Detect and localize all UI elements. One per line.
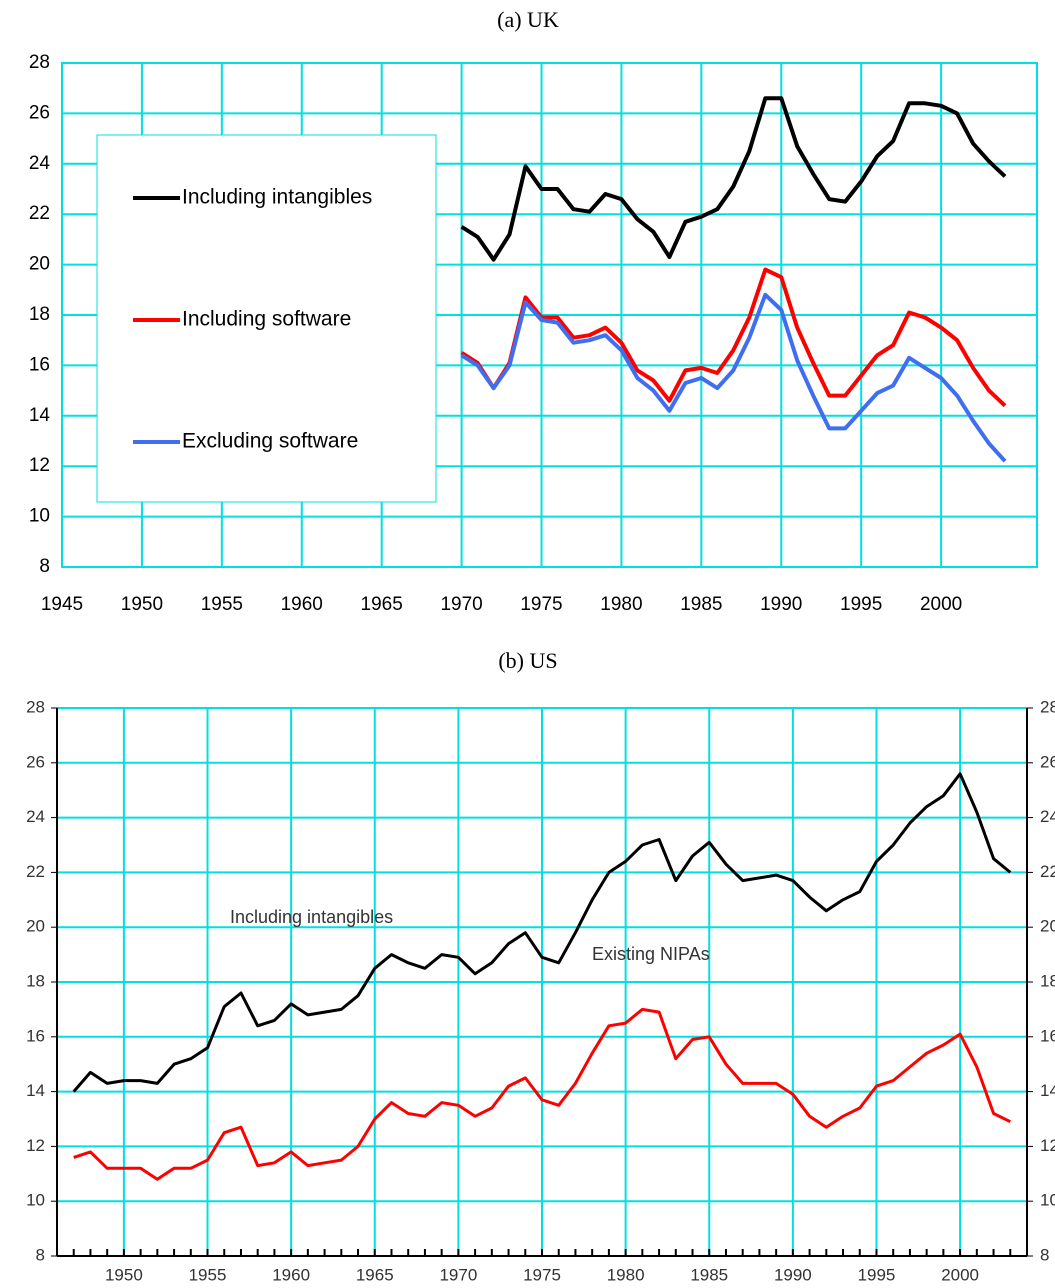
y2-tick-label: 22: [1040, 862, 1055, 881]
series-label: Including intangibles: [230, 907, 393, 927]
x-tick-label: 1965: [356, 1265, 394, 1284]
x-tick-label: 1955: [189, 1265, 227, 1284]
y2-tick-label: 10: [1040, 1191, 1055, 1210]
y2-tick-label: 18: [1040, 971, 1055, 990]
y-tick-label: 26: [29, 102, 50, 123]
y2-tick-label: 24: [1040, 807, 1055, 826]
series-label: Existing NIPAs: [592, 944, 710, 964]
x-tick-label: 1995: [858, 1265, 896, 1284]
x-tick-label: 2000: [920, 594, 962, 615]
y2-tick-label: 14: [1040, 1081, 1055, 1100]
x-tick-label: 1955: [201, 594, 243, 615]
y-tick-label: 28: [29, 52, 50, 73]
x-tick-label: 1960: [272, 1265, 310, 1284]
x-tick-label: 1970: [440, 594, 482, 615]
series-line: [73, 1007, 1011, 1181]
y2-tick-label: 12: [1040, 1136, 1055, 1155]
y-tick-label: 18: [29, 304, 50, 325]
y-tick-label: 24: [26, 807, 45, 826]
y-tick-label: 8: [36, 1245, 45, 1264]
series-line: [72, 772, 1012, 1093]
x-tick-label: 1990: [760, 594, 802, 615]
y-tick-label: 10: [26, 1191, 45, 1210]
x-tick-label: 1965: [361, 594, 403, 615]
x-tick-label: 1985: [690, 1265, 728, 1284]
y-tick-label: 10: [29, 506, 50, 527]
y-tick-label: 18: [26, 971, 45, 990]
y2-tick-label: 20: [1040, 917, 1055, 936]
chart-title: (a) UK: [497, 7, 559, 32]
y-tick-label: 20: [29, 254, 50, 275]
legend-label: Excluding software: [182, 430, 358, 453]
y2-tick-label: 16: [1040, 1026, 1055, 1045]
x-tick-label: 1945: [41, 594, 83, 615]
chart-title: (b) US: [498, 648, 557, 673]
y-tick-label: 16: [26, 1026, 45, 1045]
y-tick-label: 20: [26, 917, 45, 936]
y2-tick-label: 28: [1040, 697, 1055, 716]
x-tick-label: 2000: [941, 1265, 979, 1284]
x-tick-label: 1950: [121, 594, 163, 615]
series-line: [460, 292, 1007, 463]
legend-label: Including software: [182, 308, 351, 331]
x-tick-label: 1975: [523, 1265, 561, 1284]
x-tick-label: 1980: [600, 594, 642, 615]
x-tick-label: 1975: [520, 594, 562, 615]
y-tick-label: 16: [29, 354, 50, 375]
x-tick-label: 1995: [840, 594, 882, 615]
x-tick-label: 1985: [680, 594, 722, 615]
y-tick-label: 24: [29, 153, 51, 174]
series-line: [460, 267, 1007, 408]
plot-frame: [61, 62, 1038, 568]
x-tick-label: 1970: [439, 1265, 477, 1284]
y-tick-label: 14: [29, 405, 51, 426]
x-tick-label: 1980: [607, 1265, 645, 1284]
y-tick-label: 28: [26, 697, 45, 716]
y-tick-label: 22: [29, 203, 50, 224]
series-line: [460, 96, 1007, 262]
y-tick-label: 22: [26, 862, 45, 881]
x-tick-label: 1990: [774, 1265, 812, 1284]
y-tick-label: 26: [26, 752, 45, 771]
x-tick-label: 1960: [281, 594, 323, 615]
y-tick-label: 8: [39, 556, 50, 577]
y-tick-label: 12: [26, 1136, 45, 1155]
y-tick-label: 12: [29, 455, 50, 476]
y2-tick-label: 8: [1040, 1245, 1049, 1264]
legend-label: Including intangibles: [182, 186, 372, 209]
x-tick-label: 1950: [105, 1265, 143, 1284]
y2-tick-label: 26: [1040, 752, 1055, 771]
y-tick-label: 14: [26, 1081, 45, 1100]
